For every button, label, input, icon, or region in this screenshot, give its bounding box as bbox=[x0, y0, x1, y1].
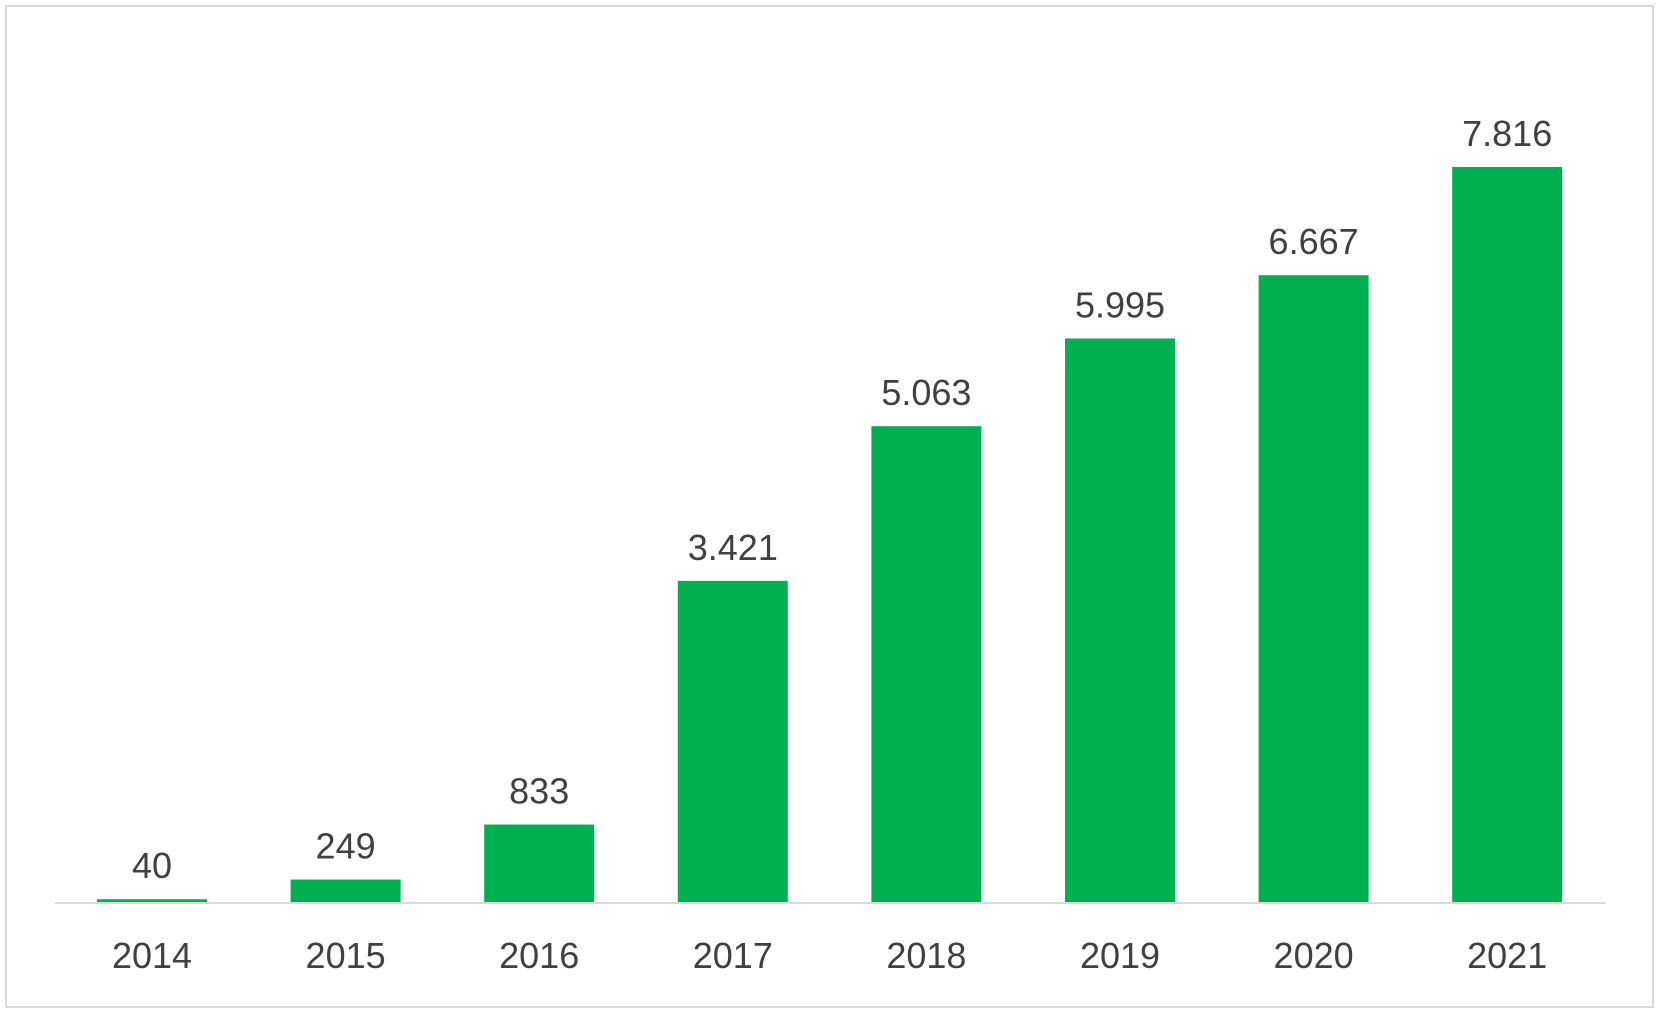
x-tick-label-2016: 2016 bbox=[499, 935, 579, 976]
value-labels-layer: 40 249 833 3.421 5.063 5.995 6.667 7.816 bbox=[132, 113, 1552, 886]
x-axis-tick-labels: 2014 2015 2016 2017 2018 2019 2020 2021 bbox=[112, 935, 1547, 976]
x-tick-label-2020: 2020 bbox=[1274, 935, 1354, 976]
bar-2017 bbox=[677, 580, 788, 903]
x-tick-label-2019: 2019 bbox=[1080, 935, 1160, 976]
data-label-2018: 5.063 bbox=[881, 372, 971, 413]
bar-2018 bbox=[871, 426, 982, 903]
x-tick-label-2014: 2014 bbox=[112, 935, 192, 976]
data-label-2017: 3.421 bbox=[688, 527, 778, 568]
data-label-2020: 6.667 bbox=[1269, 221, 1359, 262]
bars-layer bbox=[97, 167, 1563, 903]
x-tick-label-2015: 2015 bbox=[306, 935, 386, 976]
chart-frame bbox=[5, 5, 1654, 1008]
bar-2014 bbox=[97, 899, 207, 903]
bar-2019 bbox=[1065, 338, 1175, 903]
x-tick-label-2017: 2017 bbox=[693, 935, 773, 976]
data-label-2015: 249 bbox=[316, 826, 376, 867]
x-tick-label-2021: 2021 bbox=[1467, 935, 1547, 976]
bar-2016 bbox=[484, 824, 595, 903]
data-label-2016: 833 bbox=[509, 771, 569, 812]
bar-2021 bbox=[1452, 167, 1563, 903]
data-label-2019: 5.995 bbox=[1075, 284, 1165, 325]
data-label-2021: 7.816 bbox=[1462, 113, 1552, 154]
x-tick-label-2018: 2018 bbox=[886, 935, 966, 976]
data-label-2014: 40 bbox=[132, 845, 172, 886]
bar-2015 bbox=[290, 879, 401, 903]
bar-2020 bbox=[1258, 275, 1369, 903]
